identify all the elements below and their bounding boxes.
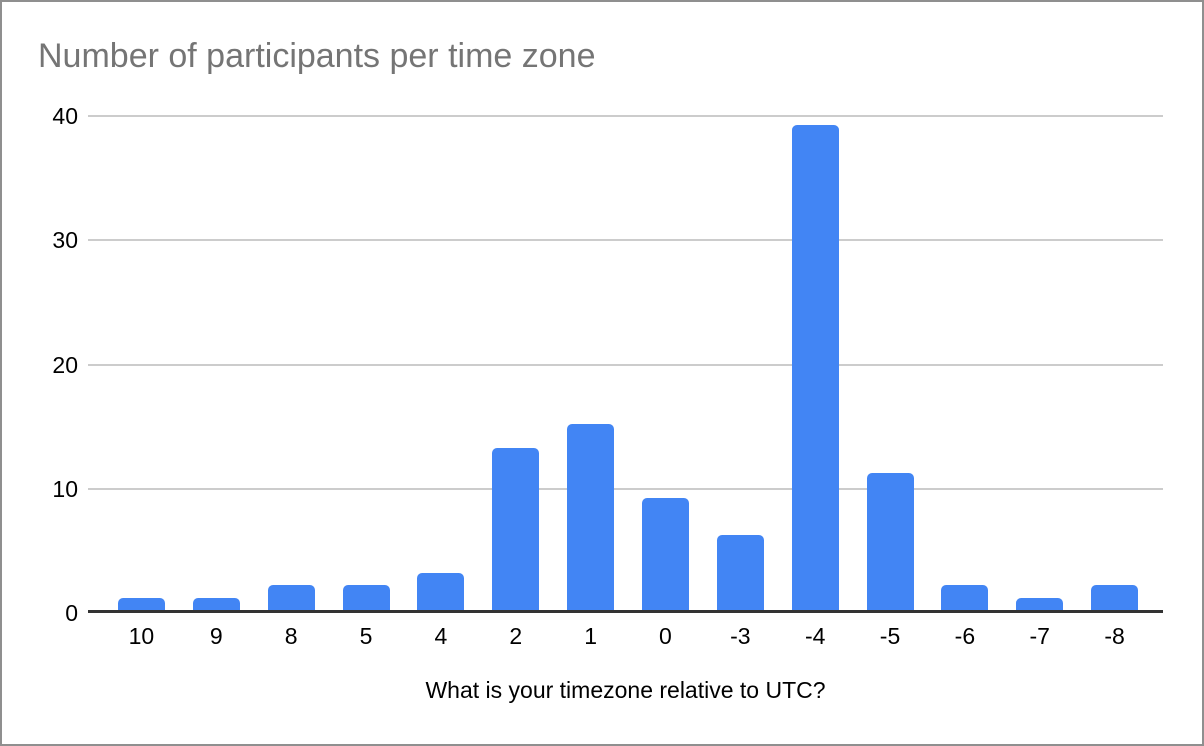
- bar-8: [267, 585, 315, 610]
- bar-slot-9: [179, 116, 254, 610]
- y-tick-label-20: 20: [52, 351, 78, 378]
- bar-slot--4: [778, 116, 853, 610]
- bar--5: [866, 473, 914, 610]
- x-tick-label-4: 4: [434, 623, 448, 649]
- bar-series: [104, 116, 1152, 610]
- bar-10: [117, 597, 165, 610]
- x-tick-label--7: -7: [1029, 623, 1050, 649]
- x-tick-label-10: 10: [128, 623, 155, 649]
- bar-slot--5: [853, 116, 928, 610]
- bar-slot-5: [329, 116, 404, 610]
- bar--7: [1016, 597, 1064, 610]
- x-axis-title: What is your timezone relative to UTC?: [425, 677, 826, 703]
- y-tick-label-0: 0: [65, 600, 78, 626]
- gridline-y-20: [88, 363, 1163, 366]
- bar-slot-10: [104, 116, 179, 610]
- bar--6: [941, 585, 989, 610]
- x-tick-label--8: -8: [1104, 623, 1125, 649]
- x-tick-label--4: -4: [804, 623, 826, 649]
- bar-slot--6: [927, 116, 1002, 610]
- plot-area: [88, 115, 1163, 613]
- x-tick-label-9: 9: [209, 623, 223, 649]
- gridline-y-30: [88, 239, 1163, 242]
- y-tick-label-40: 40: [52, 103, 78, 129]
- bar-slot-1: [553, 116, 628, 610]
- bar--4: [791, 125, 839, 610]
- x-axis-tick-labels: 10 9 8 5 4 2 1 0 -3 -4 -5 -6 -7 -8: [104, 622, 1152, 650]
- chart-title: Number of participants per time zone: [38, 37, 596, 75]
- bar-5: [342, 585, 390, 610]
- bar-4: [417, 572, 465, 610]
- bar-slot-0: [628, 116, 703, 610]
- x-tick-label-0: 0: [659, 623, 672, 649]
- x-tick-label--3: -3: [730, 623, 751, 649]
- bar-slot--8: [1077, 116, 1152, 610]
- y-tick-label-30: 30: [52, 227, 78, 254]
- x-tick-label-2: 2: [509, 623, 523, 649]
- x-axis-line: [88, 610, 1163, 613]
- bar-slot--3: [703, 116, 778, 610]
- bar-slot--7: [1002, 116, 1077, 610]
- gridline-y-40: [88, 115, 1163, 117]
- bar--8: [1091, 585, 1139, 610]
- bar-slot-2: [478, 116, 553, 610]
- y-tick-label-10: 10: [52, 475, 78, 502]
- bar-2: [492, 448, 540, 610]
- bar-1: [567, 423, 615, 610]
- bar-slot-8: [254, 116, 329, 610]
- bar-0: [641, 498, 689, 610]
- x-tick-label--5: -5: [879, 623, 901, 649]
- x-tick-label--6: -6: [954, 623, 976, 649]
- bar-slot-4: [403, 116, 478, 610]
- gridline-y-10: [88, 487, 1163, 490]
- bar-9: [192, 597, 240, 610]
- x-tick-label-8: 8: [284, 623, 298, 649]
- x-tick-label-5: 5: [359, 623, 373, 649]
- x-tick-label-1: 1: [584, 623, 597, 649]
- bar--3: [716, 535, 764, 610]
